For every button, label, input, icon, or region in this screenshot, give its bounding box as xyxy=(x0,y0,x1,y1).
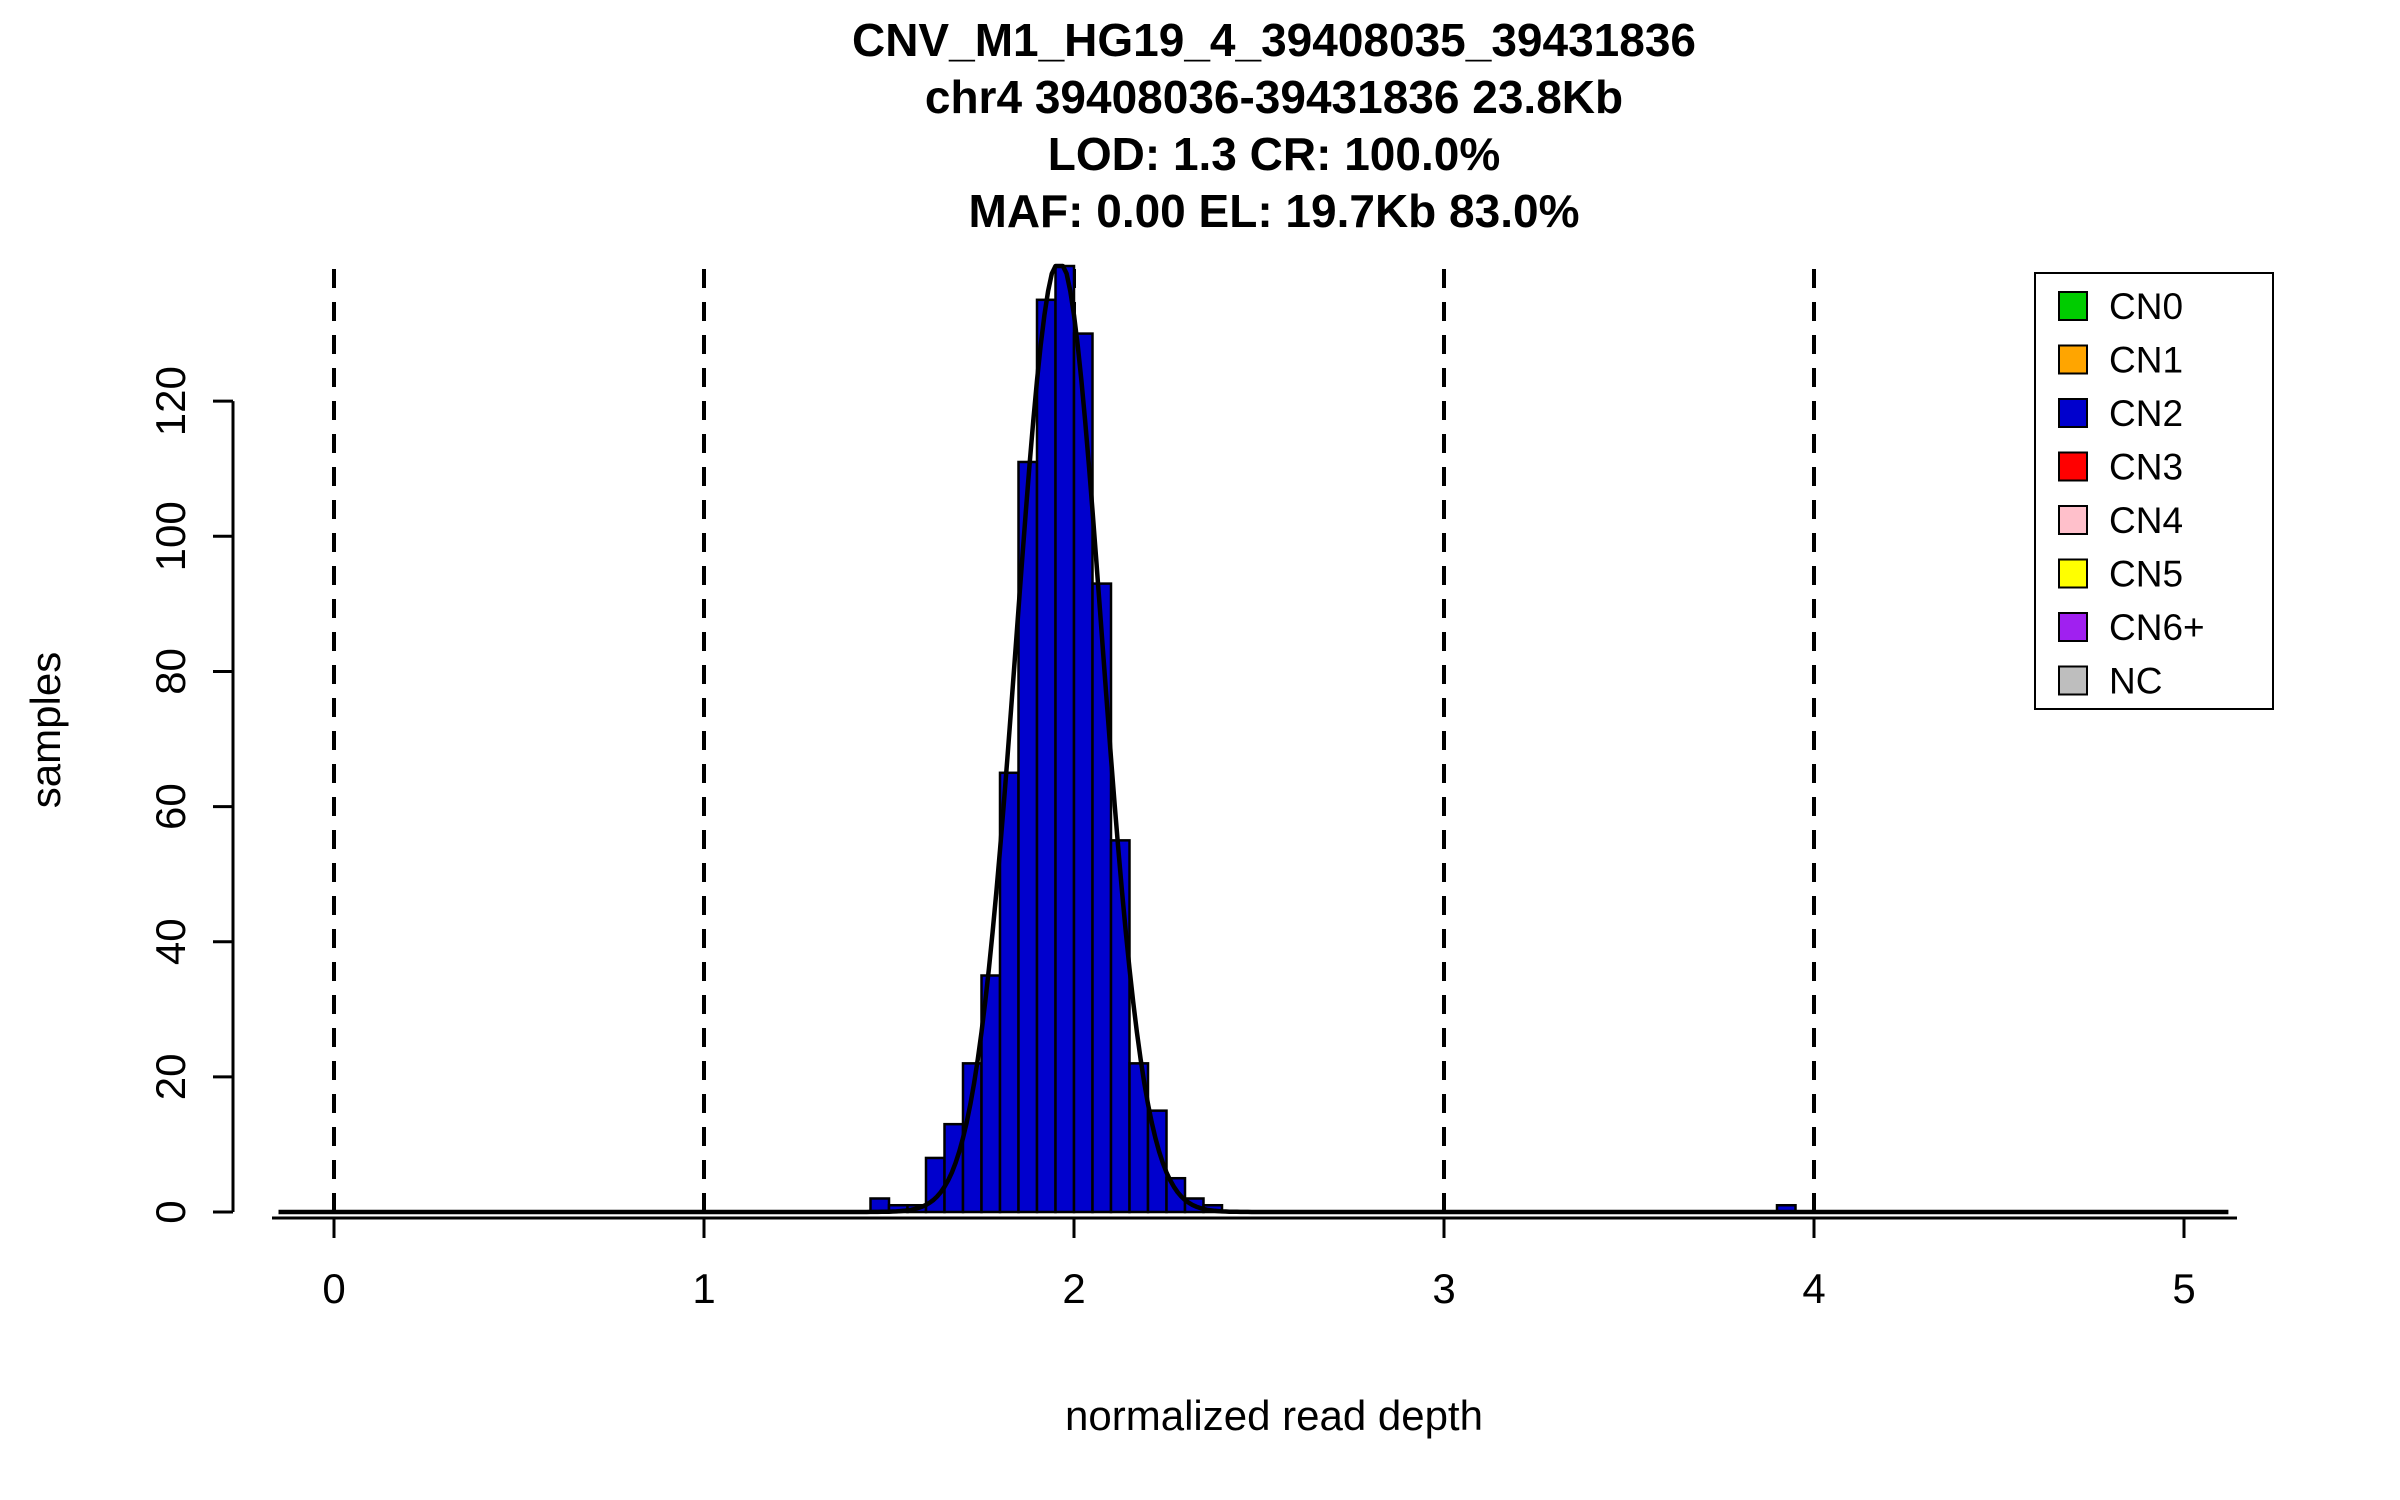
histogram-bar xyxy=(1091,582,1113,1214)
y-tick-label: 100 xyxy=(147,501,194,571)
density-curve xyxy=(278,263,2229,1215)
y-tick-label: 40 xyxy=(147,918,194,965)
y-tick-label: 120 xyxy=(147,366,194,436)
legend-swatch-cn2 xyxy=(2058,398,2088,428)
legend-swatch-cn4 xyxy=(2058,505,2088,535)
legend-swatch-cn6plus xyxy=(2058,612,2088,642)
legend-label-cn0: CN0 xyxy=(2109,286,2183,327)
legend-label-cn1: CN1 xyxy=(2109,340,2183,381)
legend-label-cn6plus: CN6+ xyxy=(2109,607,2205,648)
x-tick-label: 2 xyxy=(1062,1265,1085,1312)
x-tick-label: 5 xyxy=(2172,1265,2195,1312)
chart-title-line-2: chr4 39408036-39431836 23.8Kb xyxy=(924,71,1624,123)
y-tick-label: 0 xyxy=(147,1200,194,1223)
chart-title-line-4: MAF: 0.00 EL: 19.7Kb 83.0% xyxy=(968,185,1580,237)
x-axis-title: normalized read depth xyxy=(1065,1392,1483,1439)
y-tick-label: 60 xyxy=(147,783,194,830)
legend-swatch-cn0 xyxy=(2058,291,2088,321)
histogram-bar xyxy=(1054,264,1076,1214)
histogram-bar xyxy=(1165,1176,1187,1214)
chart-title-line-3: LOD: 1.3 CR: 100.0% xyxy=(1047,128,1501,180)
legend-label-cn5: CN5 xyxy=(2109,554,2183,595)
chart-title: CNV_M1_HG19_4_39408035_39431836 chr4 394… xyxy=(274,12,2274,240)
legend-swatch-cn3 xyxy=(2058,451,2088,482)
y-axis-title: samples xyxy=(22,651,69,809)
legend-swatch-cn5 xyxy=(2058,558,2088,589)
legend-label-cn3: CN3 xyxy=(2109,447,2183,488)
x-tick-label: 1 xyxy=(692,1265,715,1312)
y-tick-label: 80 xyxy=(147,648,194,695)
legend-swatch-nc xyxy=(2058,665,2088,696)
legend-swatch-cn1 xyxy=(2058,344,2088,375)
x-tick-label: 4 xyxy=(1802,1265,1825,1312)
x-tick-label: 0 xyxy=(322,1265,345,1312)
legend-label-nc: NC xyxy=(2109,661,2162,702)
chart-title-line-1: CNV_M1_HG19_4_39408035_39431836 xyxy=(851,14,1696,66)
y-tick-label: 20 xyxy=(147,1054,194,1101)
legend-label-cn4: CN4 xyxy=(2109,500,2183,541)
histogram-bar xyxy=(1035,298,1057,1214)
x-tick-label: 3 xyxy=(1432,1265,1455,1312)
legend-label-cn2: CN2 xyxy=(2109,393,2183,434)
